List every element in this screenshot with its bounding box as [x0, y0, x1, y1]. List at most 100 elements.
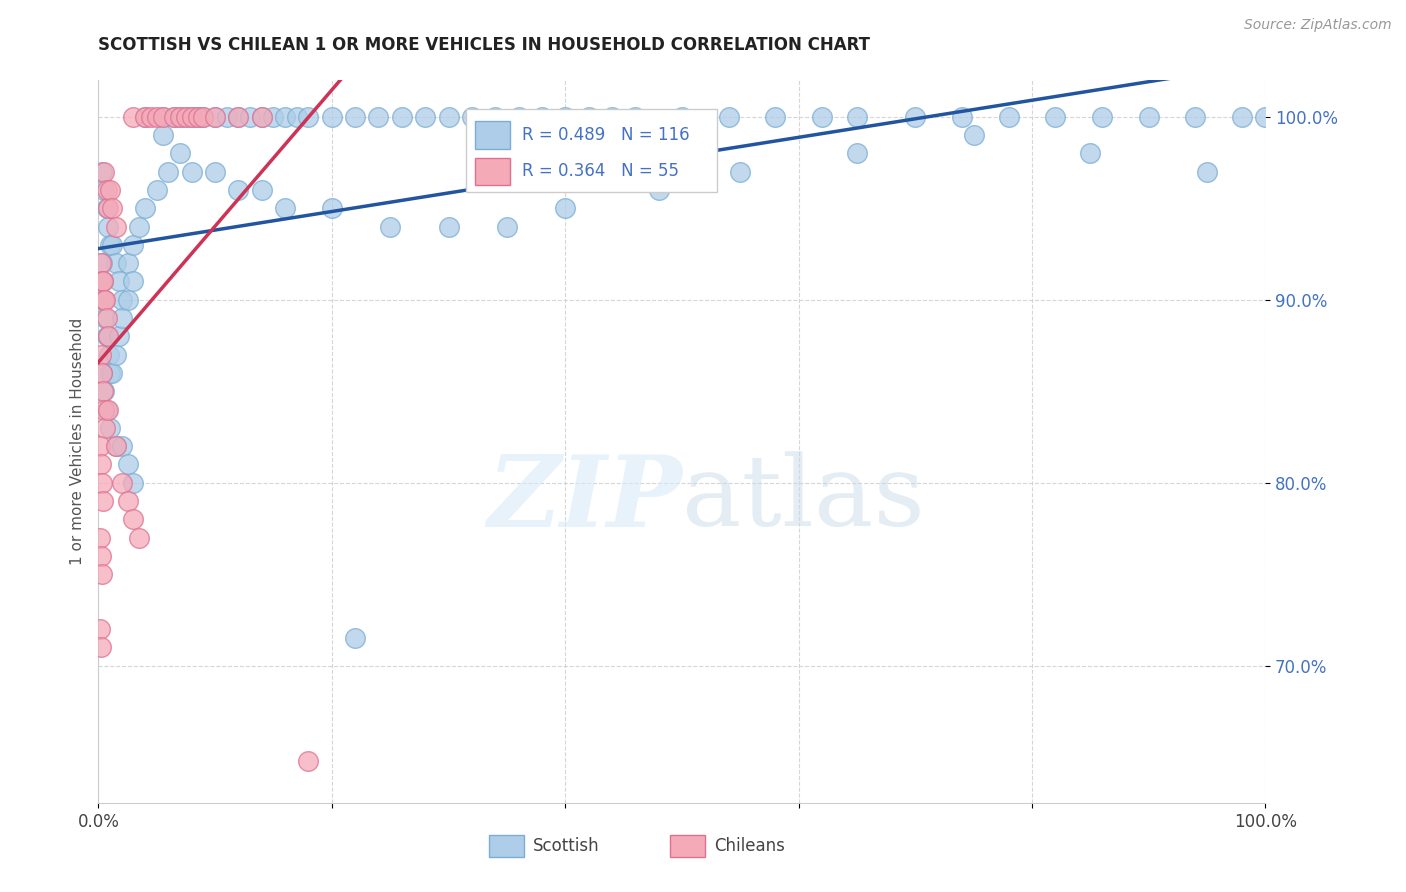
Point	[380, 219, 402, 234]
Point	[250, 183, 273, 197]
Point	[174, 110, 197, 124]
Point	[187, 110, 209, 124]
Point	[97, 329, 120, 343]
Point	[91, 275, 114, 289]
Point	[554, 202, 576, 216]
Point	[90, 475, 112, 490]
Point	[98, 421, 121, 435]
Point	[97, 202, 120, 216]
Point	[846, 110, 869, 124]
Point	[239, 110, 262, 124]
Point	[128, 219, 150, 234]
Point	[98, 183, 121, 197]
Point	[157, 165, 180, 179]
Point	[215, 110, 238, 124]
Point	[117, 458, 139, 472]
Point	[321, 202, 343, 216]
Point	[717, 110, 740, 124]
Point	[93, 165, 115, 179]
Point	[96, 311, 118, 326]
Point	[554, 110, 576, 124]
Point	[146, 183, 169, 197]
Point	[321, 110, 343, 124]
Point	[413, 110, 436, 124]
Point	[152, 110, 174, 124]
Point	[108, 329, 131, 343]
Point	[344, 110, 367, 124]
Point	[730, 165, 752, 179]
Point	[169, 110, 191, 124]
Point	[297, 754, 319, 768]
Point	[671, 110, 693, 124]
Point	[94, 311, 117, 326]
Point	[1137, 110, 1160, 124]
Point	[1184, 110, 1206, 124]
Point	[134, 110, 156, 124]
Point	[90, 549, 112, 563]
Point	[93, 293, 115, 307]
Point	[90, 275, 112, 289]
Point	[122, 275, 145, 289]
Point	[811, 110, 834, 124]
Point	[98, 238, 121, 252]
Point	[530, 110, 553, 124]
Point	[90, 458, 112, 472]
Point	[104, 219, 127, 234]
Point	[93, 183, 115, 197]
Point	[647, 183, 669, 197]
Point	[496, 219, 519, 234]
Point	[228, 110, 250, 124]
Point	[204, 165, 226, 179]
Point	[89, 439, 111, 453]
Point	[91, 494, 114, 508]
Point	[367, 110, 389, 124]
Point	[228, 110, 250, 124]
Point	[101, 366, 124, 380]
Point	[90, 567, 112, 582]
Point	[508, 110, 530, 124]
Point	[97, 402, 120, 417]
Point	[96, 329, 118, 343]
Point	[950, 110, 973, 124]
Y-axis label: 1 or more Vehicles in Household: 1 or more Vehicles in Household	[69, 318, 84, 566]
Point	[134, 110, 156, 124]
Point	[846, 146, 869, 161]
Point	[122, 475, 145, 490]
Point	[117, 494, 139, 508]
Point	[578, 110, 600, 124]
Point	[163, 110, 186, 124]
Point	[1080, 146, 1102, 161]
Point	[96, 202, 118, 216]
Point	[763, 110, 786, 124]
Point	[391, 110, 413, 124]
Point	[117, 256, 139, 270]
Point	[624, 110, 647, 124]
Point	[962, 128, 984, 143]
Text: R = 0.489   N = 116: R = 0.489 N = 116	[522, 126, 690, 145]
Point	[997, 110, 1019, 124]
Point	[169, 146, 191, 161]
Point	[111, 293, 134, 307]
Point	[101, 202, 124, 216]
Point	[104, 348, 127, 362]
Text: Scottish: Scottish	[533, 838, 599, 855]
Point	[90, 366, 112, 380]
Point	[90, 256, 112, 270]
Point	[117, 293, 139, 307]
Point	[285, 110, 308, 124]
Point	[134, 202, 156, 216]
Point	[89, 531, 111, 545]
Point	[1230, 110, 1253, 124]
Point	[1254, 110, 1277, 124]
Point	[111, 475, 134, 490]
Point	[193, 110, 215, 124]
Text: ZIP: ZIP	[486, 451, 682, 548]
Point	[163, 110, 186, 124]
FancyBboxPatch shape	[671, 835, 706, 857]
Point	[97, 219, 120, 234]
Point	[122, 110, 145, 124]
Point	[174, 110, 197, 124]
Point	[97, 348, 120, 362]
Point	[93, 384, 115, 399]
Point	[1195, 165, 1218, 179]
